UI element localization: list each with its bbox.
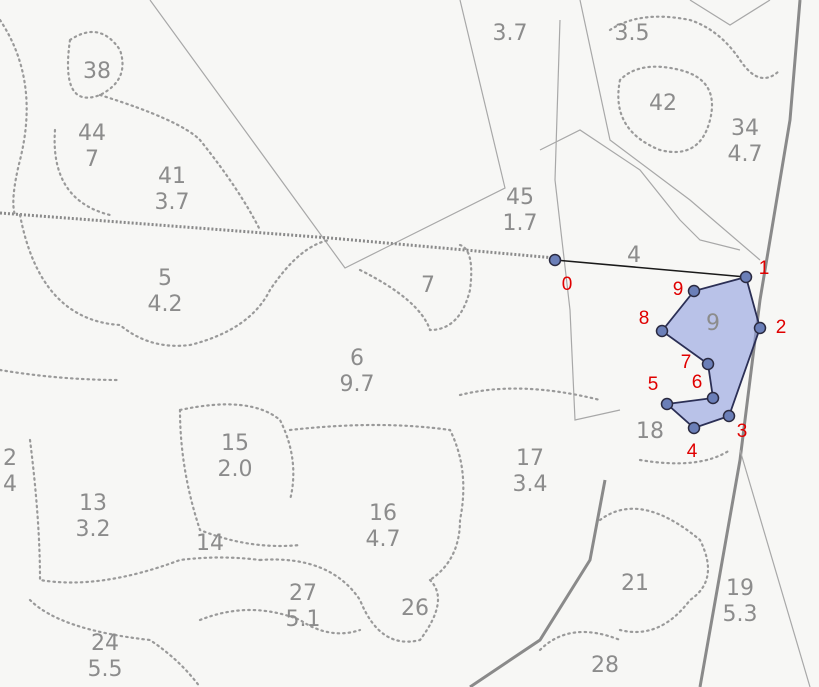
vertex-handle-1[interactable] bbox=[739, 270, 753, 284]
vertex-label-9: 9 bbox=[673, 279, 684, 300]
plot-label-p41-area: 3.7 bbox=[155, 190, 190, 215]
plot-label-p35top-number: 3.5 bbox=[615, 21, 650, 46]
vertex-handle-4[interactable] bbox=[687, 421, 701, 435]
plot-label-p19-area: 5.3 bbox=[723, 602, 758, 627]
vertex-handle-6[interactable] bbox=[706, 391, 720, 405]
plot-label-p45-number: 45 bbox=[506, 185, 534, 210]
plot-label-p9-number: 9 bbox=[706, 311, 720, 336]
plot-label-p18-number: 18 bbox=[636, 419, 664, 444]
plot-label-p16-area: 4.7 bbox=[366, 527, 401, 552]
plot-label-p6-area: 9.7 bbox=[340, 372, 375, 397]
vertex-label-3: 3 bbox=[737, 421, 748, 442]
plot-label-p38-number: 38 bbox=[83, 59, 111, 84]
plot-label-p19-number: 19 bbox=[726, 576, 754, 601]
vertex-label-6: 6 bbox=[692, 372, 703, 393]
vertex-handle-3[interactable] bbox=[722, 409, 736, 423]
vertex-handle-8[interactable] bbox=[655, 324, 669, 338]
plot-label-p17-area: 3.4 bbox=[513, 472, 548, 497]
plot-label-p26-number: 26 bbox=[401, 596, 429, 621]
plot-label-p42-number: 42 bbox=[649, 91, 677, 116]
vertex-handle-2[interactable] bbox=[753, 321, 767, 335]
plot-label-p7-number: 7 bbox=[421, 273, 435, 298]
plot-label-p24-number: 24 bbox=[91, 631, 119, 656]
plot-label-p44-number: 44 bbox=[78, 121, 106, 146]
vertex-label-5: 5 bbox=[648, 374, 659, 395]
plot-label-p34-number: 34 bbox=[731, 116, 759, 141]
vertex-label-2: 2 bbox=[776, 317, 787, 338]
selected-parcel-polygon[interactable] bbox=[660, 275, 761, 430]
plot-label-p13-number: 13 bbox=[79, 491, 107, 516]
plot-label-p34-area: 4.7 bbox=[728, 142, 763, 167]
plot-label-p16-number: 16 bbox=[369, 501, 397, 526]
plot-label-p5-number: 5 bbox=[158, 266, 172, 291]
plot-label-p27-number: 27 bbox=[289, 581, 317, 606]
vertex-label-0: 0 bbox=[562, 274, 573, 295]
plot-label-p5-area: 4.2 bbox=[148, 292, 183, 317]
plot-label-p15-number: 15 bbox=[221, 431, 249, 456]
plot-label-p14-number: 14 bbox=[196, 531, 224, 556]
vertex-handle-7[interactable] bbox=[701, 357, 715, 371]
plot-label-p27-area: 5.1 bbox=[286, 607, 321, 632]
plot-label-p17-number: 17 bbox=[516, 446, 544, 471]
vertex-label-4: 4 bbox=[687, 441, 698, 462]
plot-label-p44-area: 7 bbox=[85, 147, 99, 172]
plot-label-p41-number: 41 bbox=[158, 164, 186, 189]
plot-label-p4-number: 4 bbox=[627, 243, 641, 268]
plot-label-p45-area: 1.7 bbox=[503, 211, 538, 236]
plot-label-p24-area: 5.5 bbox=[88, 657, 123, 682]
vertex-handles[interactable]: 0 1 2 3 4 5 67 8 9 bbox=[548, 253, 787, 463]
vertex-handle-9[interactable] bbox=[687, 284, 701, 298]
vertex-label-8: 8 bbox=[639, 308, 650, 329]
survey-traverse-line bbox=[554, 259, 747, 278]
plot-label-p2left-number: 2 bbox=[3, 446, 17, 471]
vertex-label-7: 7 bbox=[681, 352, 692, 373]
plot-label-p21-number: 21 bbox=[621, 571, 649, 596]
vertex-handle-5[interactable] bbox=[660, 397, 674, 411]
plot-label-p37top-number: 3.7 bbox=[493, 21, 528, 46]
plot-label-p28-number: 28 bbox=[591, 653, 619, 678]
vertex-handle-0[interactable] bbox=[548, 253, 562, 267]
plot-label-p13-area: 3.2 bbox=[76, 517, 111, 542]
plot-label-p15-area: 2.0 bbox=[218, 457, 253, 482]
plot-label-p6-number: 6 bbox=[350, 346, 364, 371]
plot-label-p2left-area: 4 bbox=[3, 472, 17, 497]
vertex-label-1: 1 bbox=[759, 258, 770, 279]
